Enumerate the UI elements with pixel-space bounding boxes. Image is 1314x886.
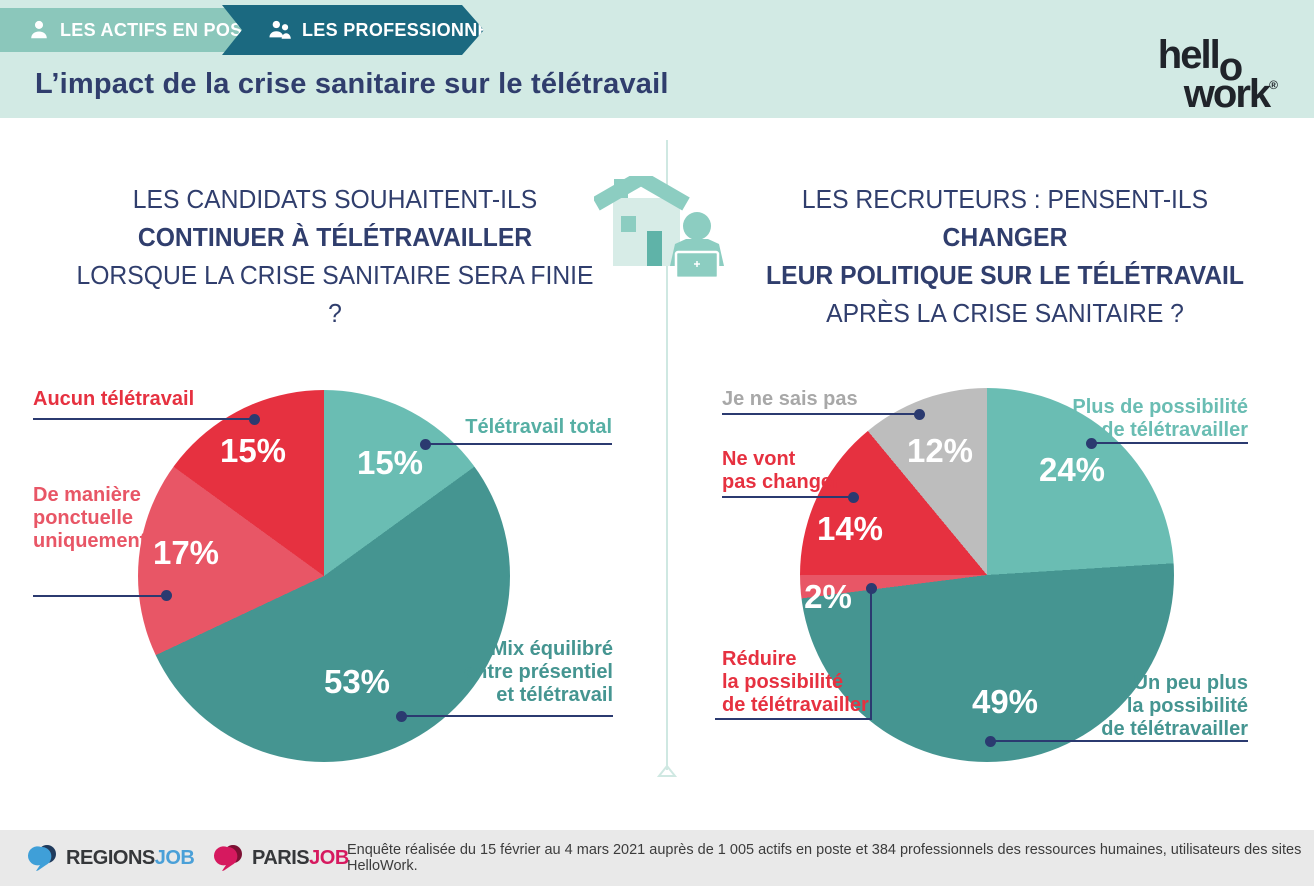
leader-dot: [985, 736, 996, 747]
label-mix-equilibre: Mix équilibré entre présentiel et télétr…: [464, 638, 613, 706]
leader-line: [990, 740, 1248, 742]
leader-line: [722, 496, 855, 498]
recruiters-pie-chart: [800, 388, 1174, 762]
candidates-pie-chart: [138, 390, 510, 762]
ribbon-rh-label: LES PROFESSIONNELS RH: [302, 19, 546, 40]
pct-teletravail-total: 15%: [356, 444, 424, 481]
leader-dot: [249, 414, 260, 425]
leader-line-vertical: [870, 590, 872, 720]
right-chart-title: LES RECRUTEURS : PENSENT-ILS CHANGER LEU…: [766, 184, 1244, 328]
leader-line: [33, 418, 258, 420]
leader-dot: [866, 583, 877, 594]
leader-dot: [848, 492, 859, 503]
label-ne-vont-pas-changer: Ne vont pas changer: [722, 448, 840, 493]
pct-ne-vont-pas: 14%: [816, 510, 884, 547]
home-office-icon: [592, 169, 746, 293]
label-ponctuelle: De manière ponctuelle uniquement: [33, 484, 147, 552]
page-title: L’impact de la crise sanitaire sur le té…: [35, 68, 669, 100]
regionsjob-logo: REGIONS JOB: [28, 830, 195, 886]
leader-line: [33, 595, 170, 597]
label-plus-possibilite: Plus de possibilité de télétravailler: [1072, 396, 1248, 441]
label-un-peu-plus: Un peu plus la possibilité de télétravai…: [1101, 672, 1248, 740]
leader-line: [425, 443, 612, 445]
ribbon-actifs: LES ACTIFS EN POSTE: [0, 8, 246, 52]
pct-un-peu-plus: 49%: [971, 683, 1039, 720]
label-aucun-teletravail: Aucun télétravail: [33, 388, 195, 410]
left-chart-title: LES CANDIDATS SOUHAITENT-ILS CONTINUER À…: [76, 184, 594, 328]
pct-reduire: 2%: [804, 578, 852, 615]
regionsjob-bubble-icon: [28, 843, 60, 873]
footer-bar: REGIONS JOB PARIS JOB Enquête réalisée du …: [0, 830, 1314, 886]
leader-dot: [914, 409, 925, 420]
leader-dot: [420, 439, 431, 450]
leader-dot: [1086, 438, 1097, 449]
label-je-ne-sais-pas: Je ne sais pas: [722, 388, 858, 410]
label-reduire-possibilite: Réduire la possibilité de télétravailler: [722, 648, 869, 716]
ribbon-actifs-label: LES ACTIFS EN POSTE: [60, 19, 267, 40]
person-icon: [28, 19, 50, 41]
pct-aucun: 15%: [219, 432, 287, 469]
leader-dot: [161, 590, 172, 601]
leader-dot: [396, 711, 407, 722]
leader-line: [401, 715, 613, 717]
pct-plus-possibilite: 24%: [1038, 451, 1106, 488]
survey-source-note: Enquête réalisée du 15 février au 4 mars…: [347, 842, 1302, 874]
pct-mix-equilibre: 53%: [323, 663, 391, 700]
parisjob-bubble-icon: [214, 843, 246, 873]
divider-triangle-icon: [656, 764, 678, 783]
ribbon-rh: LES PROFESSIONNELS RH: [222, 5, 484, 55]
label-teletravail-total: Télétravail total: [465, 416, 612, 438]
pct-je-ne-sais-pas: 12%: [906, 432, 974, 469]
leader-line: [722, 413, 921, 415]
parisjob-logo: PARIS JOB: [214, 830, 349, 886]
leader-line: [1091, 442, 1248, 444]
hellowork-logo: hello work®: [1157, 33, 1278, 116]
vertical-divider: [666, 140, 668, 770]
pct-ponctuelle: 17%: [152, 534, 220, 571]
leader-line: [715, 718, 872, 720]
people-icon: [268, 19, 292, 41]
header-bar: LES ACTIFS EN POSTE LES PROFESSIONNELS R…: [0, 0, 1314, 118]
